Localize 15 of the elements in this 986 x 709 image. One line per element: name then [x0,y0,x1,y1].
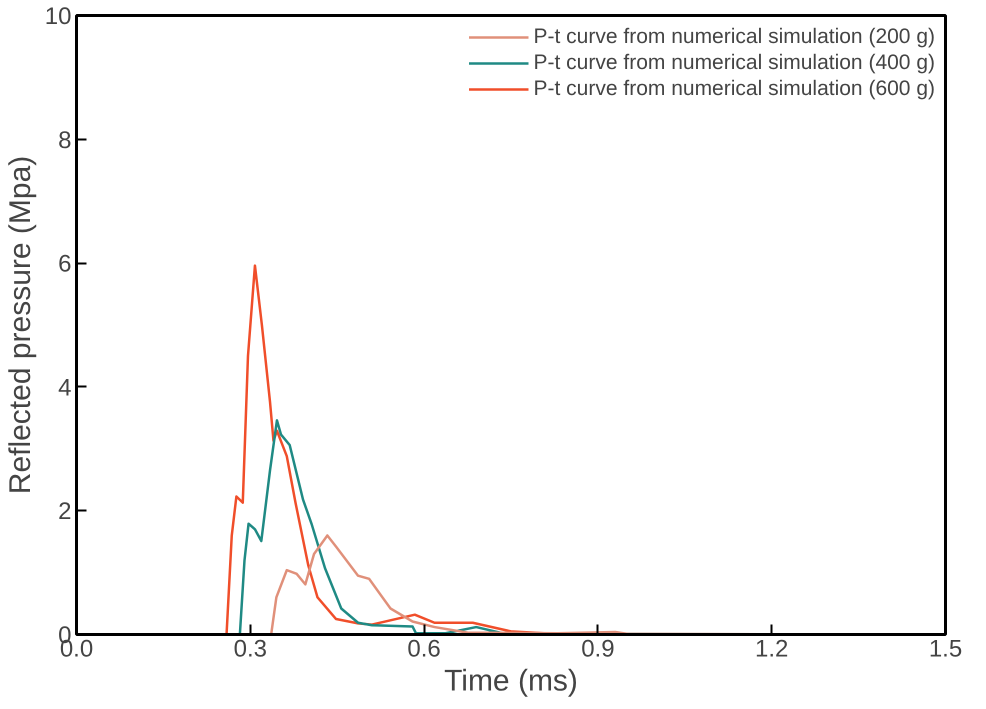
x-axis-title: Time (ms) [444,664,578,698]
legend-label: P-t curve from numerical simulation (400 g) [534,51,935,75]
y-axis-title: Reflected pressure (Mpa) [4,156,37,494]
y-tick-label: 10 [44,3,72,30]
x-tick-label: 0.9 [581,636,615,662]
y-tick-label: 6 [58,250,72,278]
legend-label: P-t curve from numerical simulation (600 g) [534,77,935,101]
x-tick-label: 1.5 [928,636,962,662]
legend-label: P-t curve from numerical simulation (200 g) [534,25,935,49]
y-tick-label: 2 [58,498,72,526]
x-tick-label: 0.6 [407,636,441,662]
y-tick-label: 4 [58,374,72,402]
x-tick-label: 0.3 [234,636,267,662]
x-tick-label: 1.2 [755,636,788,662]
y-tick-label: 8 [58,126,72,154]
